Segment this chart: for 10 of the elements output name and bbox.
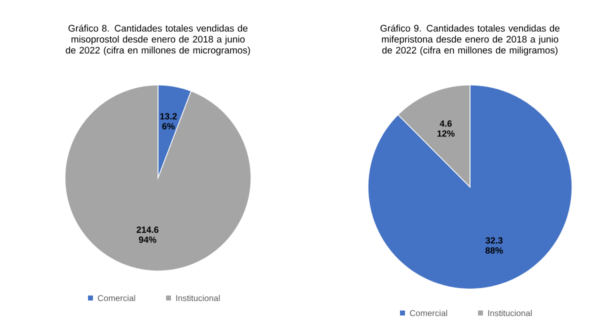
legend-label: Comercial (98, 294, 136, 302)
data-label: 4.6 12% (437, 120, 455, 137)
data-label: 214.6 94% (136, 226, 158, 243)
chart-title: Gráfico 9. Cantidades totales vendidas de mifepristona desde enero de 2018 a junio de 2022 (cifra en millones de miligramos) (380, 24, 560, 56)
legend-label: Institucional (176, 294, 220, 302)
legend-label: Comercial (410, 310, 448, 316)
data-label: 32.3 88% (485, 237, 503, 254)
data-label: 13.2 6% (160, 113, 177, 130)
legend-label: Institucional (488, 310, 532, 316)
chart-title: Gráfico 8. Cantidades totales vendidas de misoprostol desde enero de 2018 a junio de 2022 (cifra en millones de microgramos) (66, 24, 250, 56)
